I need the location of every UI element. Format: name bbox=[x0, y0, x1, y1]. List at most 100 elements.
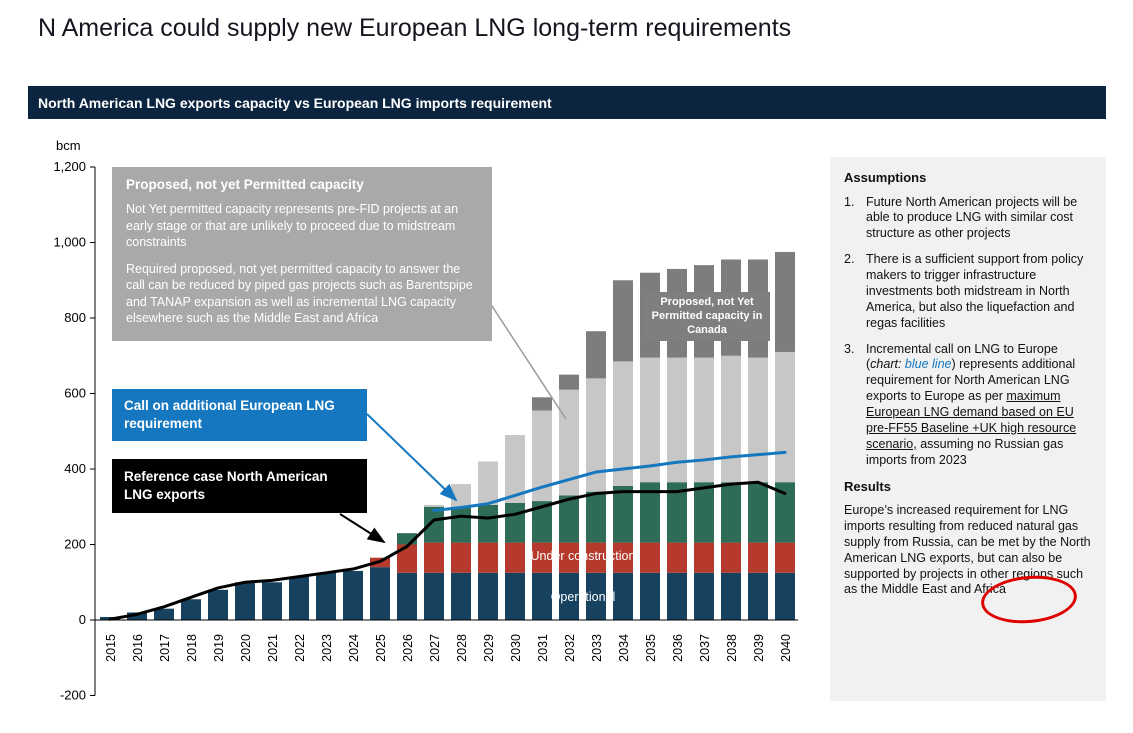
bar-segment bbox=[694, 357, 714, 483]
bar-segment bbox=[721, 542, 741, 573]
bar-segment bbox=[613, 280, 633, 362]
assumption-item-1: 1. Future North American projects will b… bbox=[844, 195, 1092, 243]
bar-segment bbox=[127, 612, 147, 620]
x-tick-label: 2030 bbox=[509, 634, 523, 662]
annotation-proposed-para2: Required proposed, not yet permitted cap… bbox=[126, 261, 473, 326]
bar-segment bbox=[694, 542, 714, 573]
assumption-3-post: assuming no Russian gas imports from 202… bbox=[866, 436, 1064, 467]
bar-segment bbox=[478, 461, 498, 505]
bar-segment bbox=[559, 572, 579, 620]
annotation-proposed-title: Proposed, not yet Permitted capacity bbox=[126, 177, 364, 192]
x-tick-label: 2039 bbox=[752, 634, 766, 662]
bar-segment bbox=[532, 542, 552, 573]
results-text: Europe’s increased requirement for LNG i… bbox=[844, 503, 1091, 597]
operational-label: Operational bbox=[550, 590, 616, 604]
bar-segment bbox=[667, 572, 687, 620]
under-construction-label: Under construction bbox=[530, 549, 636, 563]
bar-segment bbox=[424, 506, 444, 543]
x-tick-label: 2021 bbox=[266, 634, 280, 662]
bar-segment bbox=[694, 572, 714, 620]
bar-segment bbox=[478, 542, 498, 573]
y-tick-label: 1,200 bbox=[53, 159, 86, 174]
bar-segment bbox=[424, 542, 444, 573]
chart-banner: North American LNG exports capacity vs E… bbox=[28, 86, 1106, 119]
bar-segment bbox=[478, 504, 498, 543]
bar-segment bbox=[640, 572, 660, 620]
x-tick-label: 2028 bbox=[455, 634, 469, 662]
assumption-2-number: 2. bbox=[844, 252, 855, 267]
series-line bbox=[432, 450, 787, 513]
x-tick-label: 2015 bbox=[104, 634, 118, 662]
x-tick-label: 2033 bbox=[590, 634, 604, 662]
bar-segment bbox=[721, 355, 741, 483]
assumptions-results-panel: Assumptions 1. Future North American pro… bbox=[830, 157, 1106, 701]
bar-segment bbox=[559, 495, 579, 543]
bar-segment bbox=[370, 567, 390, 620]
annotation-proposed-not-permitted: Proposed, not yet Permitted capacity Not… bbox=[112, 167, 492, 341]
bar-segment bbox=[586, 572, 606, 620]
x-tick-label: 2025 bbox=[374, 634, 388, 662]
bar-segment bbox=[613, 361, 633, 486]
bar-segment bbox=[343, 570, 363, 620]
bar-segment bbox=[532, 397, 552, 411]
bar-segment bbox=[451, 484, 471, 507]
bar-segment bbox=[613, 485, 633, 543]
x-tick-label: 2027 bbox=[428, 634, 442, 662]
x-tick-label: 2029 bbox=[482, 634, 496, 662]
bar-segment bbox=[451, 506, 471, 543]
bar-segment bbox=[586, 331, 606, 379]
bar-segment bbox=[424, 572, 444, 620]
x-tick-label: 2018 bbox=[185, 634, 199, 662]
x-tick-label: 2020 bbox=[239, 634, 253, 662]
bar-segment bbox=[559, 374, 579, 390]
bar-segment bbox=[748, 482, 768, 543]
bar-segment bbox=[505, 572, 525, 620]
x-tick-label: 2038 bbox=[725, 634, 739, 662]
bar-segment bbox=[667, 357, 687, 483]
x-tick-label: 2024 bbox=[347, 634, 361, 662]
assumption-3-number: 3. bbox=[844, 341, 855, 356]
bar-segment bbox=[505, 542, 525, 573]
bar-segment bbox=[586, 491, 606, 543]
y-axis-unit-label: bcm bbox=[56, 138, 81, 153]
y-tick-label: 200 bbox=[64, 537, 86, 552]
x-tick-label: 2026 bbox=[401, 634, 415, 662]
bar-segment bbox=[262, 582, 282, 620]
bar-segment bbox=[505, 435, 525, 503]
assumption-3-underlined-scenario: maximum European LNG demand based on EU … bbox=[866, 389, 1077, 451]
bar-segment bbox=[397, 572, 417, 620]
bar-segment bbox=[586, 542, 606, 573]
bar-segment bbox=[775, 351, 795, 483]
bar-segment bbox=[721, 482, 741, 543]
bar-segment bbox=[775, 572, 795, 620]
assumptions-heading: Assumptions bbox=[844, 170, 927, 185]
bar-segment bbox=[748, 572, 768, 620]
x-tick-label: 2016 bbox=[131, 634, 145, 662]
bar-segment bbox=[289, 576, 309, 620]
x-tick-label: 2040 bbox=[779, 634, 793, 662]
bar-segment bbox=[424, 504, 444, 507]
assumption-item-2: 2. There is a sufficient support from po… bbox=[844, 252, 1092, 331]
bar-segment bbox=[505, 502, 525, 543]
x-tick-label: 2032 bbox=[563, 634, 577, 662]
results-heading: Results bbox=[844, 478, 891, 494]
bar-segment bbox=[613, 542, 633, 573]
assumption-3-mid: ) represents additional requirement for … bbox=[866, 357, 1076, 404]
y-tick-label: -200 bbox=[60, 688, 86, 703]
assumption-3-italic-chart: chart: bbox=[870, 357, 905, 372]
bar-segment bbox=[640, 542, 660, 573]
x-tick-label: 2019 bbox=[212, 634, 226, 662]
bar-segment bbox=[532, 410, 552, 502]
bar-segment bbox=[667, 482, 687, 543]
annotation-reference-case: Reference case North American LNG export… bbox=[112, 459, 367, 514]
annotation-proposed-para1: Not Yet permitted capacity represents pr… bbox=[126, 202, 459, 249]
bar-segment bbox=[694, 482, 714, 543]
y-tick-label: 600 bbox=[64, 386, 86, 401]
x-tick-label: 2034 bbox=[617, 634, 631, 662]
y-tick-label: 400 bbox=[64, 461, 86, 476]
bar-segment bbox=[586, 378, 606, 492]
bar-segment bbox=[235, 582, 255, 620]
x-tick-label: 2035 bbox=[644, 634, 658, 662]
assumption-3-text: Incremental call on LNG to Europe (chart… bbox=[866, 342, 1092, 469]
bar-segment bbox=[478, 572, 498, 620]
